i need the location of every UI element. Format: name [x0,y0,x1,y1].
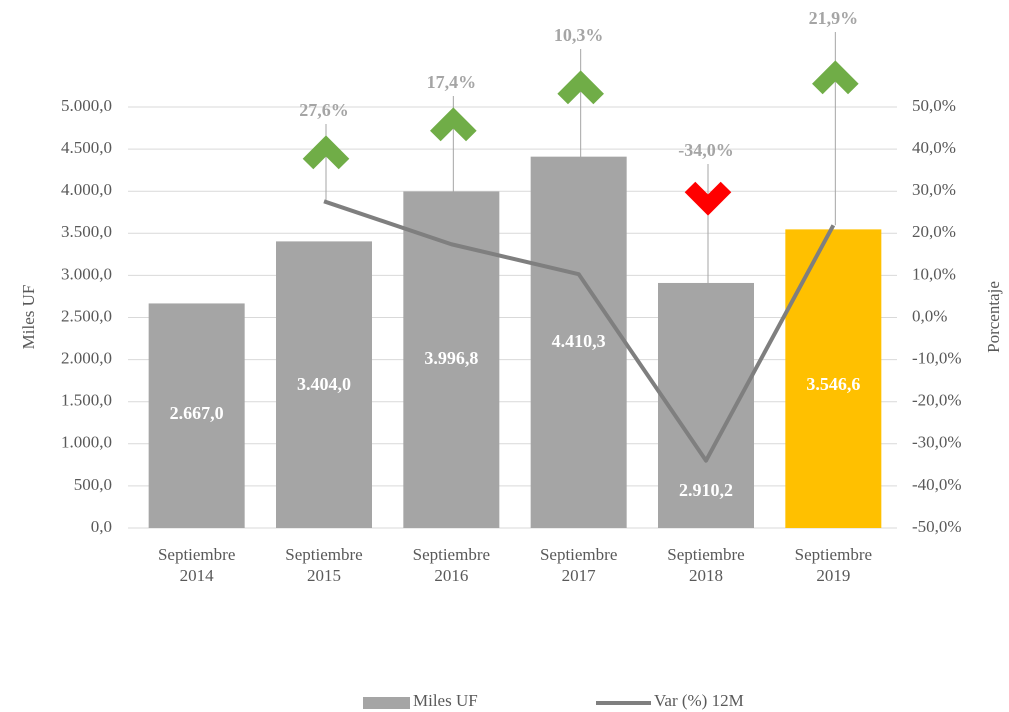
x-tick-label: Septiembre 2019 [794,545,873,585]
line [323,199,836,463]
y-tick-label: 4.500,0 [61,138,112,157]
y-tick-label: 5.000,0 [61,96,112,115]
line-value-label: 27,6% [299,100,349,120]
line-value-label: -34,0% [678,140,734,160]
down-arrow [684,181,732,216]
y-tick-label: 2.000,0 [61,349,112,368]
bar [530,156,627,528]
x-tick-label: Septiembre 2014 [157,545,236,585]
legend-label: Miles UF [413,691,478,710]
y-tick-label: 1.000,0 [61,433,112,452]
y2-tick-label: -40,0% [912,475,962,494]
y2-tick-label: -10,0% [912,349,962,368]
y-tick-label: 3.500,0 [61,222,112,241]
line-value-label: 21,9% [809,8,859,28]
bar [148,303,245,528]
line-value-label: 17,4% [427,72,477,92]
y-tick-label: 3.000,0 [61,264,112,283]
legend-label: Var (%) 12M [654,691,744,710]
y2-tick-label: 40,0% [912,138,956,157]
up-arrow [302,135,350,170]
bar [403,191,500,529]
y-tick-label: 0,0 [91,517,112,536]
y-tick-label: 4.000,0 [61,180,112,199]
bar-value-label: 4.410,3 [552,331,606,351]
up-arrow [812,60,859,95]
x-tick-label: Septiembre 2015 [285,545,363,585]
y2-tick-label: -30,0% [912,433,962,452]
y2-tick-label: 20,0% [912,222,956,241]
y-tick-label: 2.500,0 [61,306,112,325]
up-arrow [557,70,604,105]
bar [276,241,372,529]
y2-tick-label: 50,0% [912,96,956,115]
x-tick-label: Septiembre 2018 [667,545,745,585]
y2-axis-title: Porcentaje [984,281,1003,353]
y2-tick-label: -20,0% [912,391,962,410]
y2-tick-label: 30,0% [912,180,956,199]
line-value-label: 10,3% [554,25,604,45]
y-tick-label: 500,0 [74,475,112,494]
bar-value-label: 2.910,2 [679,480,733,500]
y2-tick-label: -50,0% [912,517,962,536]
bar-value-label: 3.546,6 [806,374,860,394]
y2-tick-label: 0,0% [912,306,947,325]
legend-swatch [363,697,410,709]
bar-value-label: 3.996,8 [424,348,478,368]
up-arrow [430,107,477,142]
bar [785,229,882,528]
x-tick-label: Septiembre 2017 [539,545,618,585]
x-tick-label: Septiembre 2016 [412,545,491,585]
y2-tick-label: 10,0% [912,264,956,283]
bar-value-label: 3.404,0 [297,374,351,394]
y-axis-title: Miles UF [19,285,38,350]
bar-value-label: 2.667,0 [170,403,224,423]
y-tick-label: 1.500,0 [61,391,112,410]
